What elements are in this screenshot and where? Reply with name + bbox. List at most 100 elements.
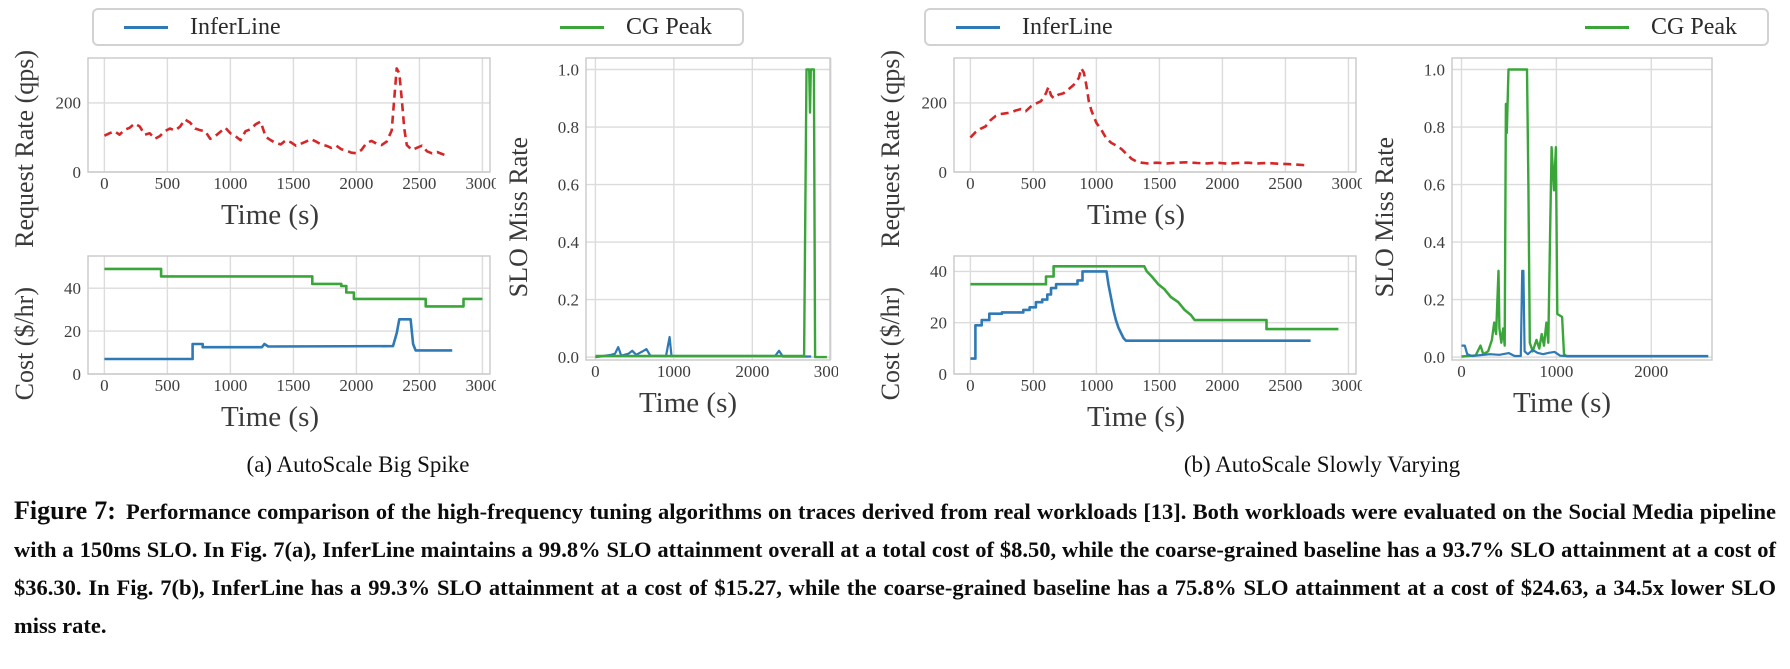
svg-text:0.2: 0.2 <box>1424 290 1445 309</box>
panel-b-autoscale-slowly-varying: InferLine CG Peak Request Rate (qps) 0 50… <box>872 4 1784 440</box>
svg-text:3000: 3000 <box>814 362 838 381</box>
svg-text:1.0: 1.0 <box>558 60 579 79</box>
cost-chart-a: Cost ($/hr) 0 500 1000 1500 2000 2500 3000 0 20 4… <box>6 248 496 440</box>
svg-text:3000: 3000 <box>1331 174 1362 193</box>
svg-text:3000: 3000 <box>465 174 496 193</box>
inferline-line-sample <box>124 25 168 29</box>
figure-caption-text: Performance comparison of the high-frequ… <box>14 498 1776 638</box>
svg-text:500: 500 <box>155 376 181 395</box>
svg-text:0.2: 0.2 <box>558 290 579 309</box>
cg-peak-line-sample <box>1585 25 1629 29</box>
slo-miss-rate-plot-b: 0 1000 2000 0.0 0.2 0.4 0.6 0.8 1.0 <box>1404 50 1720 384</box>
svg-text:20: 20 <box>930 313 947 332</box>
svg-text:20: 20 <box>64 322 81 341</box>
svg-text:1500: 1500 <box>276 174 310 193</box>
panel-a-autoscale-big-spike: InferLine CG Peak Request Rate (qps) 0 50… <box>6 4 872 440</box>
svg-text:500: 500 <box>155 174 181 193</box>
x-axis-label: Time (s) <box>1512 387 1612 419</box>
svg-text:0.0: 0.0 <box>558 348 579 367</box>
svg-text:1500: 1500 <box>1142 174 1176 193</box>
cost-plot-b: 0 500 1000 1500 2000 2500 3000 0 20 40 <box>910 248 1362 398</box>
legend-a: InferLine CG Peak <box>92 8 744 46</box>
slo-miss-rate-chart-b: SLO Miss Rate 0 1000 2000 0.0 0.2 0.4 0.6 0.8 1.… <box>1366 50 1720 440</box>
svg-text:0: 0 <box>966 174 975 193</box>
legend-item-cg-peak: CG Peak <box>560 14 712 41</box>
svg-text:1.0: 1.0 <box>1424 60 1445 79</box>
legend-label-cg-peak: CG Peak <box>626 13 712 40</box>
subcaption-b: (b) AutoScale Slowly Varying <box>1183 451 1461 477</box>
legend-item-inferline: InferLine <box>956 14 1113 41</box>
svg-text:1000: 1000 <box>657 362 691 381</box>
svg-text:500: 500 <box>1021 174 1047 193</box>
svg-text:2500: 2500 <box>402 376 436 395</box>
svg-text:2000: 2000 <box>735 362 769 381</box>
svg-text:0: 0 <box>939 163 948 182</box>
svg-text:3000: 3000 <box>465 376 496 395</box>
y-axis-label: SLO Miss Rate <box>504 136 533 298</box>
figure-caption: Figure 7: Performance comparison of the h… <box>0 478 1790 645</box>
svg-text:0.8: 0.8 <box>1424 118 1445 137</box>
x-axis-label: Time (s) <box>220 400 320 433</box>
x-axis-label: Time (s) <box>638 387 738 419</box>
subcaptions: (a) AutoScale Big Spike (b) AutoScale Sl… <box>0 452 1790 478</box>
svg-text:200: 200 <box>922 94 948 113</box>
legend-label-cg-peak: CG Peak <box>1651 13 1737 40</box>
svg-text:0.6: 0.6 <box>558 175 579 194</box>
legend-b: InferLine CG Peak <box>924 8 1769 46</box>
cost-plot-a: 0 500 1000 1500 2000 2500 3000 0 20 40 <box>44 248 496 398</box>
svg-text:2000: 2000 <box>1205 174 1239 193</box>
request-rate-chart-a: Request Rate (qps) 0 500 1000 1500 2000 2500 3… <box>6 50 496 248</box>
svg-text:0.4: 0.4 <box>558 233 580 252</box>
svg-text:0: 0 <box>73 163 82 182</box>
svg-text:500: 500 <box>1021 376 1047 395</box>
svg-text:1500: 1500 <box>276 376 310 395</box>
x-axis-label: Time (s) <box>1086 400 1186 433</box>
svg-text:1000: 1000 <box>1539 362 1573 381</box>
y-axis-label: SLO Miss Rate <box>1370 136 1399 298</box>
svg-text:0: 0 <box>939 365 948 384</box>
svg-text:1000: 1000 <box>213 174 247 193</box>
svg-text:2000: 2000 <box>1205 376 1239 395</box>
svg-text:0.6: 0.6 <box>1424 175 1445 194</box>
request-rate-plot-a: 0 500 1000 1500 2000 2500 3000 0 200 <box>44 50 496 196</box>
svg-text:0.8: 0.8 <box>558 118 579 137</box>
legend-item-cg-peak: CG Peak <box>1585 14 1737 41</box>
svg-text:2000: 2000 <box>1634 362 1668 381</box>
svg-text:3000: 3000 <box>1331 376 1362 395</box>
svg-text:0: 0 <box>73 365 82 384</box>
y-axis-label: Request Rate (qps) <box>10 50 39 248</box>
svg-text:40: 40 <box>64 279 81 298</box>
figure-7: InferLine CG Peak Request Rate (qps) 0 50… <box>6 4 1784 440</box>
cost-chart-b: Cost ($/hr) 0 500 1000 1500 2000 2500 3000 0 20 4… <box>872 248 1362 440</box>
svg-text:2500: 2500 <box>1268 376 1302 395</box>
svg-text:1500: 1500 <box>1142 376 1176 395</box>
legend-item-inferline: InferLine <box>124 14 281 41</box>
svg-text:0.0: 0.0 <box>1424 348 1445 367</box>
svg-text:0: 0 <box>966 376 975 395</box>
subcaption-a: (a) AutoScale Big Spike <box>246 451 470 477</box>
slo-miss-rate-chart-a: SLO Miss Rate 01000200030000.00.20.40.60… <box>500 50 838 440</box>
slo-miss-rate-plot-a: 0 1000 2000 3000 0.0 0.2 0.4 0.6 0.8 1.0 <box>538 50 838 384</box>
figure-caption-label: Figure 7: <box>14 495 116 525</box>
svg-text:0: 0 <box>100 376 109 395</box>
svg-text:2500: 2500 <box>1268 174 1302 193</box>
x-axis-label: Time (s) <box>220 199 320 231</box>
svg-text:2000: 2000 <box>339 376 373 395</box>
y-axis-label: Request Rate (qps) <box>876 50 905 248</box>
svg-text:40: 40 <box>930 262 947 281</box>
request-rate-plot-b: 0 500 1000 1500 2000 2500 3000 0 200 <box>910 50 1362 196</box>
svg-text:2000: 2000 <box>339 174 373 193</box>
svg-text:2500: 2500 <box>402 174 436 193</box>
y-axis-label: Cost ($/hr) <box>10 287 39 401</box>
svg-text:0: 0 <box>100 174 109 193</box>
inferline-line-sample <box>956 25 1000 29</box>
cg-peak-line-sample <box>560 25 604 29</box>
request-rate-chart-b: Request Rate (qps) 0 500 1000 1500 2000 2500 3… <box>872 50 1362 248</box>
svg-text:1000: 1000 <box>213 376 247 395</box>
svg-text:0: 0 <box>591 362 600 381</box>
svg-text:1000: 1000 <box>1079 376 1113 395</box>
legend-label-inferline: InferLine <box>1022 13 1113 40</box>
y-axis-label: Cost ($/hr) <box>876 287 905 401</box>
x-axis-label: Time (s) <box>1086 199 1186 231</box>
svg-text:0.4: 0.4 <box>1424 233 1446 252</box>
